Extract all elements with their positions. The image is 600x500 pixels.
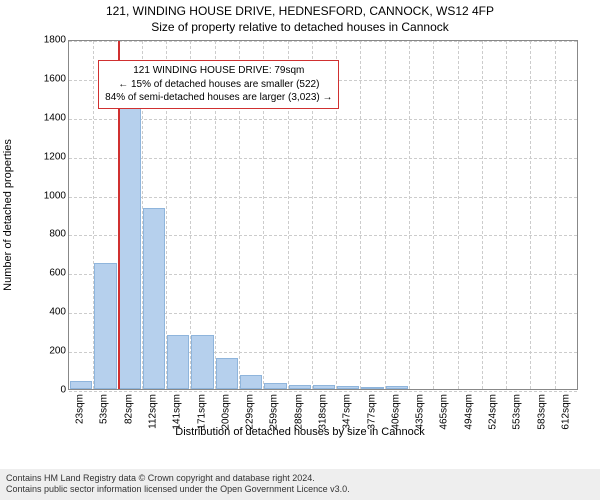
x-tick-label: 318sqm — [318, 394, 329, 430]
gridline-v — [555, 41, 556, 389]
histogram-bar — [386, 386, 408, 389]
histogram-bar — [313, 385, 335, 389]
histogram-bar — [289, 385, 311, 389]
chart-title-block: 121, WINDING HOUSE DRIVE, HEDNESFORD, CA… — [0, 0, 600, 34]
x-tick-label: 141sqm — [172, 394, 183, 430]
y-tick-label: 1000 — [26, 190, 66, 201]
y-tick-label: 1200 — [26, 151, 66, 162]
histogram-bar — [119, 101, 141, 389]
attribution-footer: Contains HM Land Registry data © Crown c… — [0, 469, 600, 500]
title-subtitle: Size of property relative to detached ho… — [0, 20, 600, 34]
gridline-h — [69, 119, 577, 120]
gridline-h — [69, 391, 577, 392]
x-tick-label: 435sqm — [415, 394, 426, 430]
gridline-v — [433, 41, 434, 389]
chart-container: Number of detached properties 121 WINDIN… — [0, 40, 600, 440]
gridline-h — [69, 197, 577, 198]
gridline-v — [385, 41, 386, 389]
gridline-v — [506, 41, 507, 389]
histogram-bar — [143, 208, 165, 389]
histogram-bar — [191, 335, 213, 389]
x-tick-label: 171sqm — [196, 394, 207, 430]
gridline-v — [482, 41, 483, 389]
y-tick-label: 1400 — [26, 112, 66, 123]
gridline-v — [530, 41, 531, 389]
gridline-h — [69, 41, 577, 42]
plot-area: 121 WINDING HOUSE DRIVE: 79sqm← 15% of d… — [68, 40, 578, 390]
histogram-bar — [216, 358, 238, 389]
histogram-bar — [337, 386, 359, 389]
x-tick-label: 53sqm — [99, 394, 110, 424]
x-tick-label: 524sqm — [488, 394, 499, 430]
x-tick-label: 288sqm — [293, 394, 304, 430]
y-tick-label: 0 — [26, 385, 66, 396]
gridline-v — [409, 41, 410, 389]
gridline-v — [458, 41, 459, 389]
x-tick-label: 23sqm — [75, 394, 86, 424]
gridline-h — [69, 158, 577, 159]
x-tick-label: 229sqm — [245, 394, 256, 430]
x-tick-label: 465sqm — [439, 394, 450, 430]
annotation-line: ← 15% of detached houses are smaller (52… — [105, 78, 332, 92]
y-tick-label: 200 — [26, 346, 66, 357]
x-tick-label: 553sqm — [512, 394, 523, 430]
histogram-bar — [361, 387, 383, 389]
histogram-bar — [167, 335, 189, 389]
x-tick-label: 200sqm — [220, 394, 231, 430]
histogram-bar — [240, 375, 262, 389]
annotation-box: 121 WINDING HOUSE DRIVE: 79sqm← 15% of d… — [98, 60, 339, 109]
y-tick-label: 1800 — [26, 35, 66, 46]
x-tick-label: 494sqm — [463, 394, 474, 430]
histogram-bar — [94, 263, 116, 389]
y-axis-label: Number of detached properties — [2, 139, 14, 291]
gridline-v — [360, 41, 361, 389]
x-tick-label: 612sqm — [560, 394, 571, 430]
title-address: 121, WINDING HOUSE DRIVE, HEDNESFORD, CA… — [0, 4, 600, 18]
histogram-bar — [264, 383, 286, 389]
x-tick-label: 82sqm — [123, 394, 134, 424]
y-tick-label: 800 — [26, 229, 66, 240]
x-tick-label: 259sqm — [269, 394, 280, 430]
x-tick-label: 377sqm — [366, 394, 377, 430]
x-tick-label: 583sqm — [536, 394, 547, 430]
x-tick-label: 112sqm — [148, 394, 159, 429]
y-tick-label: 1600 — [26, 73, 66, 84]
x-tick-label: 406sqm — [390, 394, 401, 430]
x-tick-label: 347sqm — [342, 394, 353, 430]
annotation-line: 84% of semi-detached houses are larger (… — [105, 91, 332, 105]
footer-line-2: Contains public sector information licen… — [6, 484, 594, 496]
y-tick-label: 600 — [26, 268, 66, 279]
y-tick-label: 400 — [26, 307, 66, 318]
footer-line-1: Contains HM Land Registry data © Crown c… — [6, 473, 594, 485]
annotation-line: 121 WINDING HOUSE DRIVE: 79sqm — [105, 64, 332, 78]
histogram-bar — [70, 381, 92, 389]
